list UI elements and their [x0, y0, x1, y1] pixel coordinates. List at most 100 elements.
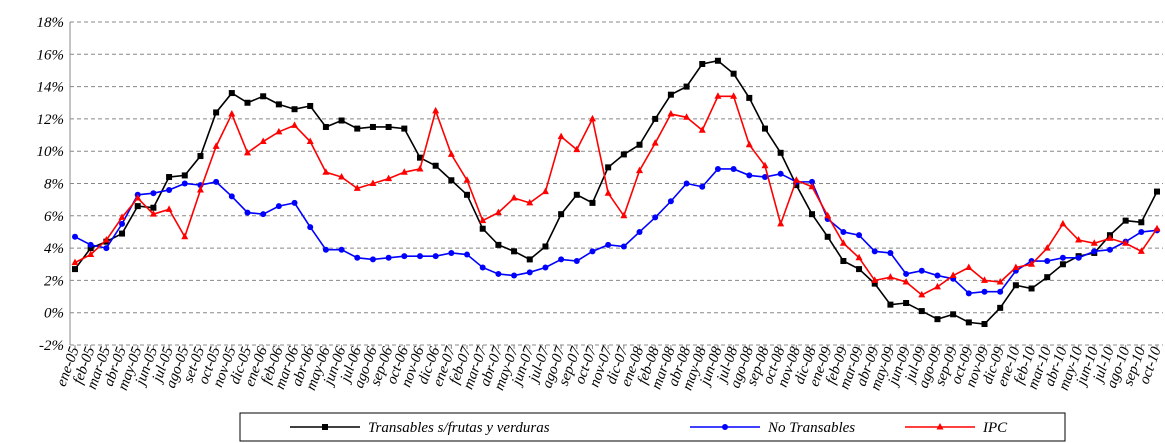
- data-point: [1012, 263, 1020, 270]
- data-point: [886, 273, 894, 280]
- data-point: [557, 132, 565, 140]
- data-point: [683, 83, 690, 90]
- data-point: [714, 165, 721, 172]
- data-point: [87, 241, 94, 248]
- data-point: [228, 110, 236, 117]
- data-point: [1091, 248, 1098, 255]
- legend-marker: [322, 424, 328, 430]
- data-point: [244, 99, 251, 106]
- data-point: [746, 94, 753, 101]
- data-point: [1012, 282, 1019, 289]
- data-point: [745, 140, 753, 148]
- data-point: [699, 60, 706, 67]
- data-point: [808, 182, 816, 190]
- data-point: [495, 270, 502, 277]
- data-point: [636, 141, 643, 148]
- data-point: [119, 220, 126, 227]
- data-point: [432, 106, 440, 114]
- data-point: [698, 126, 706, 133]
- data-point: [620, 151, 627, 158]
- data-point: [1106, 234, 1114, 241]
- data-point: [871, 280, 878, 287]
- data-point: [667, 198, 674, 205]
- data-point: [166, 174, 173, 181]
- data-point: [448, 249, 455, 256]
- legend-marker: [722, 424, 728, 430]
- series-line: [74, 59, 1158, 325]
- data-point: [181, 172, 188, 179]
- data-point: [793, 182, 800, 189]
- data-point: [181, 180, 188, 187]
- data-point: [369, 256, 376, 263]
- data-point: [495, 241, 502, 248]
- data-point: [949, 271, 957, 279]
- y-tick-label: 4%: [44, 241, 64, 257]
- data-point: [259, 137, 267, 145]
- y-tick-label: 10%: [37, 144, 65, 160]
- data-point: [965, 263, 973, 270]
- data-point: [479, 264, 486, 271]
- data-point: [1154, 188, 1160, 195]
- data-point: [322, 246, 329, 253]
- data-point: [338, 117, 345, 124]
- data-point: [400, 168, 408, 175]
- data-point: [604, 189, 612, 196]
- data-point: [401, 253, 408, 260]
- data-point: [448, 177, 455, 184]
- data-point: [1090, 239, 1098, 246]
- data-point: [275, 203, 282, 210]
- data-point: [761, 174, 768, 181]
- data-point: [652, 214, 659, 221]
- data-point: [511, 248, 518, 255]
- data-point: [918, 308, 925, 315]
- data-point: [87, 245, 94, 252]
- data-point: [494, 208, 502, 216]
- data-point: [761, 125, 768, 132]
- data-point: [840, 228, 847, 235]
- data-point: [777, 219, 785, 227]
- data-point: [1059, 261, 1066, 268]
- data-point: [588, 114, 596, 122]
- data-point: [385, 174, 393, 182]
- data-point: [997, 304, 1004, 311]
- data-point: [275, 101, 282, 108]
- data-point: [307, 102, 314, 109]
- data-point: [416, 154, 423, 161]
- data-point: [369, 179, 377, 186]
- legend-label: IPC: [982, 420, 1008, 436]
- data-point: [464, 251, 471, 258]
- data-point: [856, 266, 863, 273]
- data-point: [228, 193, 235, 200]
- y-tick-label: -2%: [39, 338, 64, 354]
- y-tick-label: 8%: [44, 177, 64, 193]
- data-point: [243, 148, 251, 156]
- data-point: [432, 162, 439, 169]
- data-point: [918, 290, 926, 298]
- data-point: [275, 127, 283, 135]
- data-point: [401, 125, 408, 132]
- data-point: [714, 92, 722, 99]
- data-point: [996, 278, 1004, 285]
- data-point: [102, 236, 110, 243]
- data-point: [965, 290, 972, 297]
- data-point: [72, 233, 78, 240]
- data-point: [1028, 285, 1035, 292]
- data-point: [981, 288, 988, 295]
- data-point: [463, 176, 471, 183]
- data-point: [447, 150, 455, 157]
- data-point: [1043, 244, 1051, 251]
- data-point: [840, 258, 847, 265]
- data-point: [479, 225, 486, 232]
- data-point: [981, 321, 988, 328]
- data-point: [307, 224, 314, 231]
- data-point: [777, 149, 784, 156]
- data-point: [636, 166, 644, 174]
- data-point: [526, 256, 533, 263]
- data-point: [887, 301, 894, 308]
- data-point: [166, 186, 173, 193]
- data-point: [683, 180, 690, 187]
- data-point: [950, 311, 957, 318]
- data-point: [887, 249, 894, 256]
- data-point: [385, 123, 392, 130]
